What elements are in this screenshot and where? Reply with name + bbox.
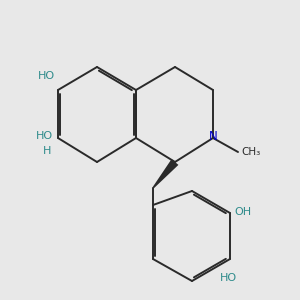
Text: HO: HO [36, 131, 53, 141]
Polygon shape [152, 159, 178, 188]
Text: N: N [208, 130, 217, 143]
Text: HO: HO [38, 71, 55, 81]
Text: HO: HO [219, 273, 237, 283]
Text: OH: OH [234, 207, 251, 217]
Text: CH₃: CH₃ [241, 147, 260, 157]
Text: H: H [43, 146, 51, 156]
